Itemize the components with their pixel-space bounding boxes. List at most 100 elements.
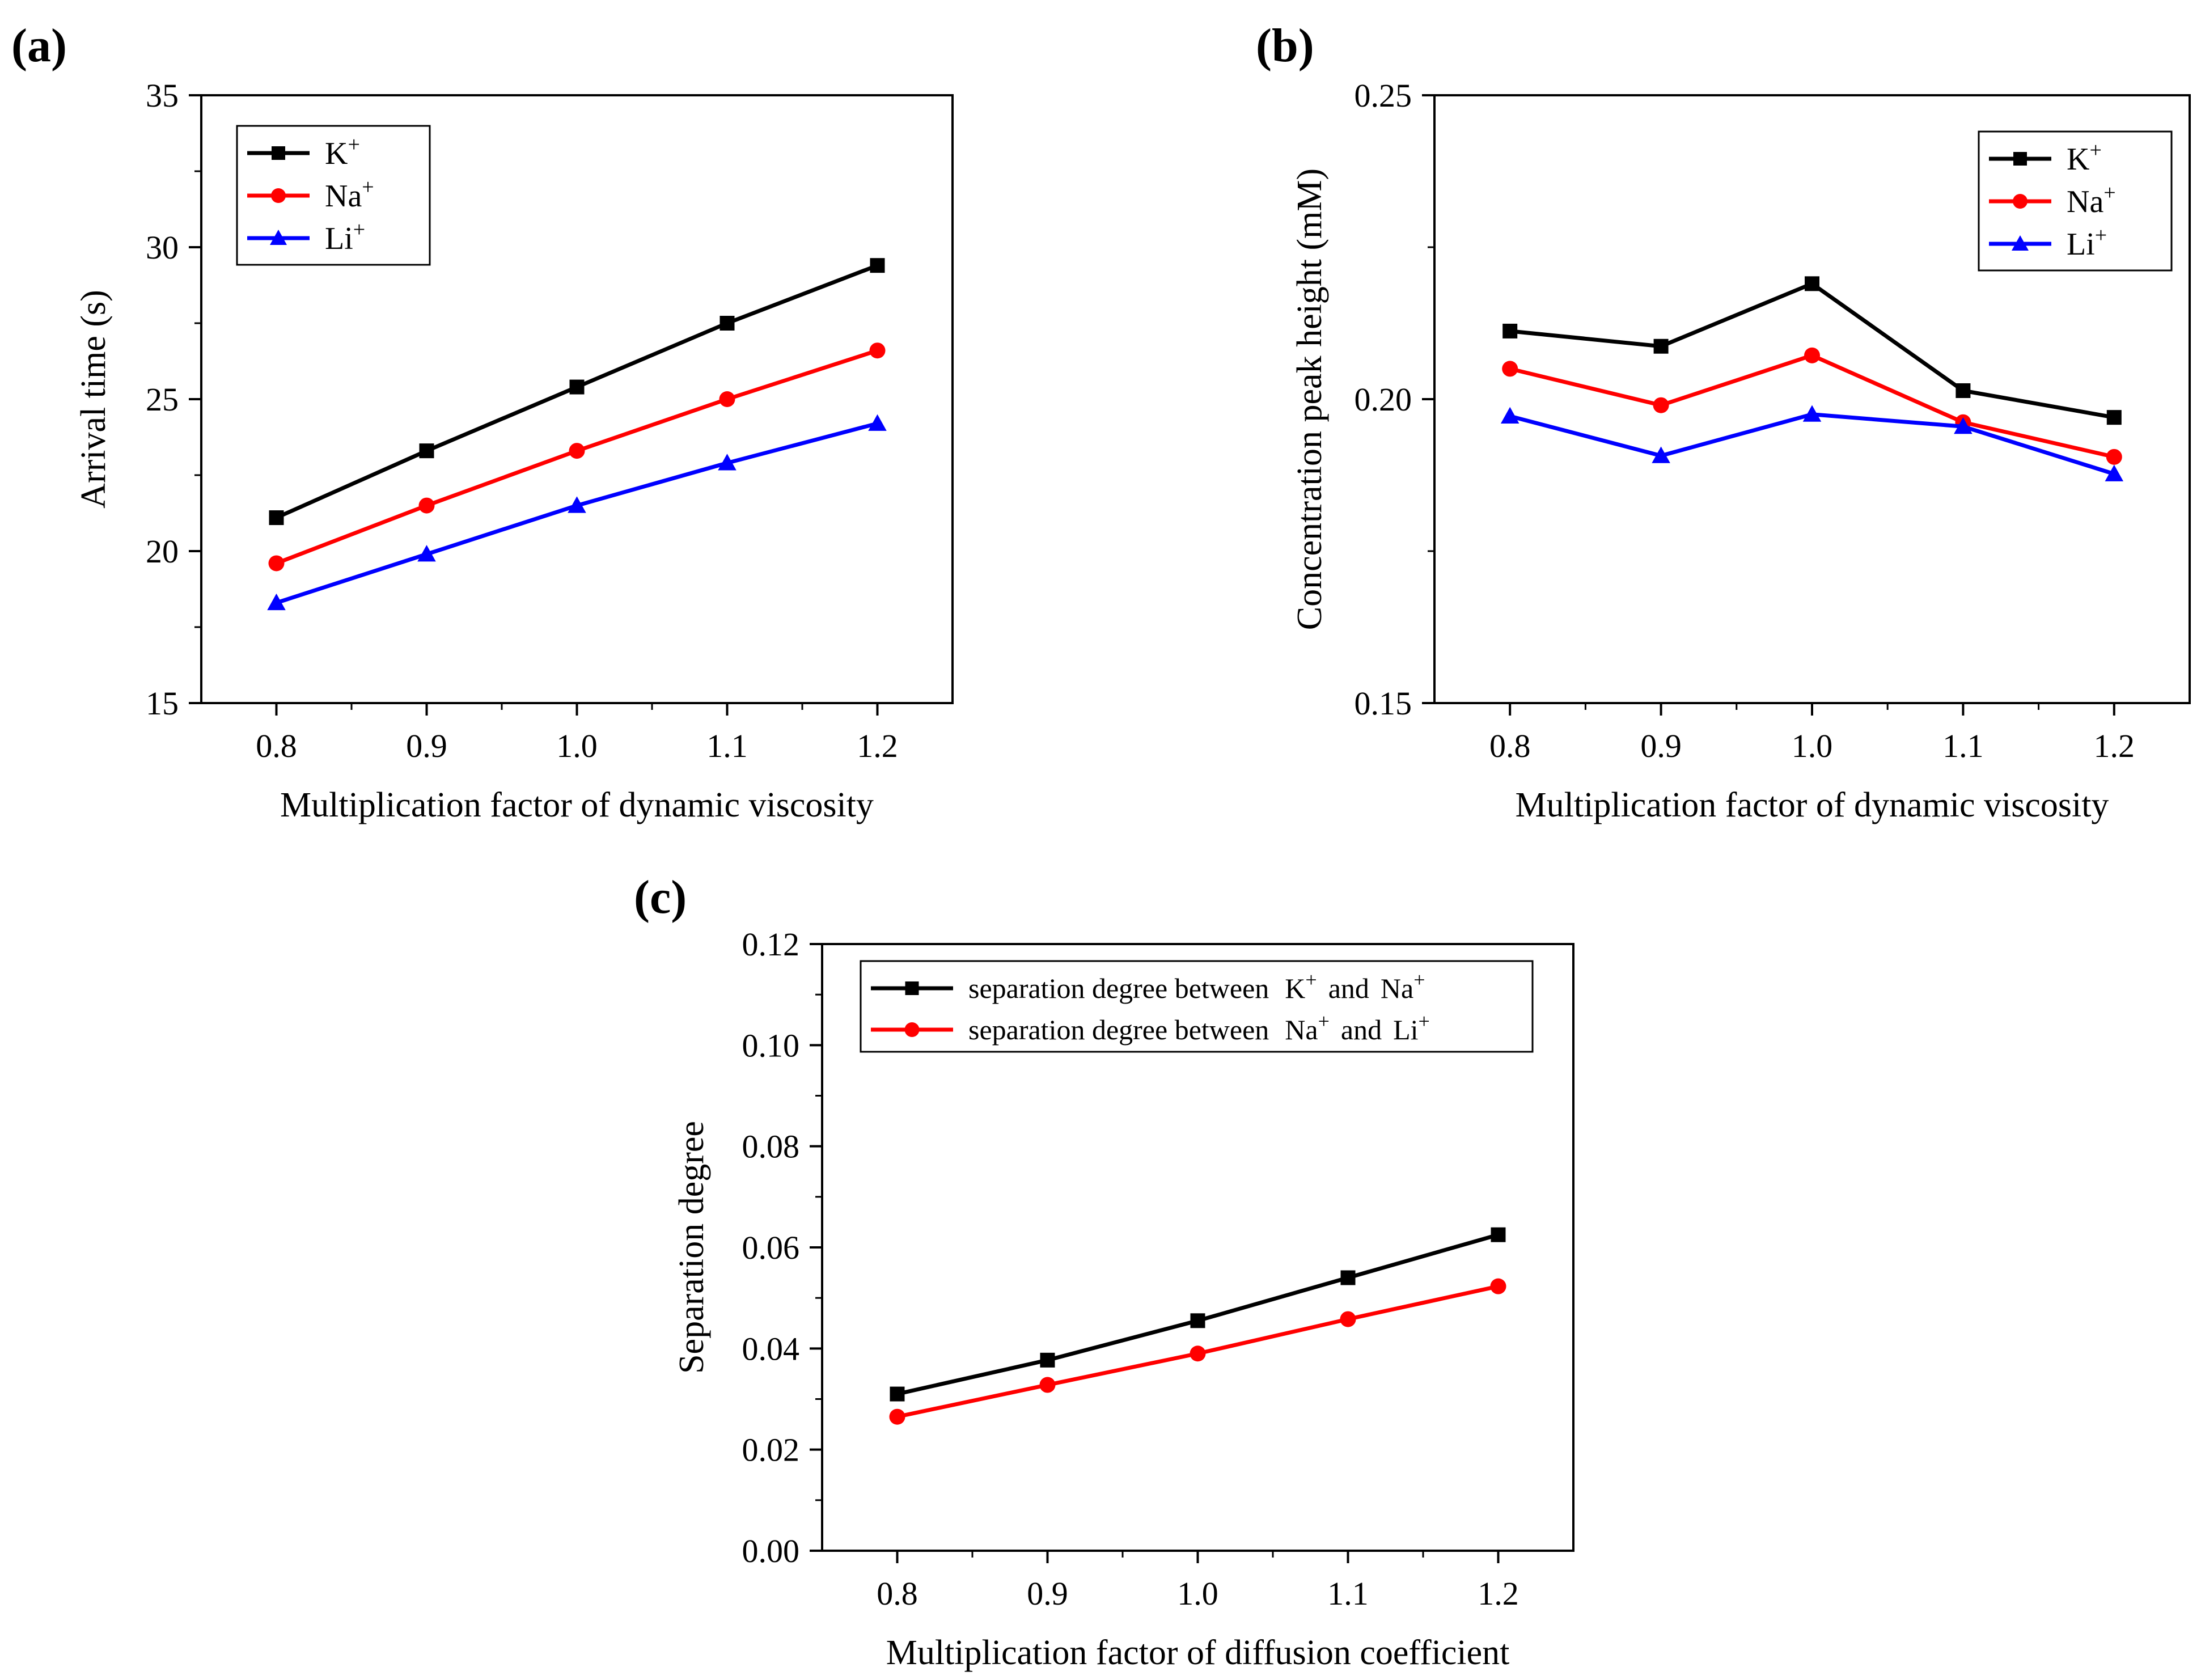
x-tick-label: 1.2 bbox=[1478, 1575, 1519, 1612]
legend-label: separation degree between Na+ and Li+ bbox=[968, 1010, 1430, 1046]
y-tick-label: 0.04 bbox=[742, 1330, 800, 1367]
legend-box bbox=[236, 125, 431, 266]
x-tick-label: 1.0 bbox=[1177, 1575, 1218, 1612]
x-tick-label: 0.8 bbox=[877, 1575, 918, 1612]
legend-entry: K+ bbox=[247, 133, 360, 171]
legend-box bbox=[860, 960, 1534, 1053]
y-tick-label: 25 bbox=[146, 381, 179, 418]
x-axis-ticks: 0.8 0.9 1.0 1.1 1.2 bbox=[1489, 703, 2135, 764]
x-tick-label: 1.2 bbox=[2094, 727, 2135, 764]
y-axis-title: Arrival time (s) bbox=[74, 290, 113, 509]
legend-entry: separation degree between Na+ and Li+ bbox=[871, 1010, 1430, 1046]
panel-letter: (a) bbox=[11, 19, 67, 72]
legend-entry: K+ bbox=[1989, 138, 2102, 177]
data-point bbox=[1653, 338, 1669, 354]
data-point bbox=[1491, 1227, 1506, 1242]
y-tick-label: 0.10 bbox=[742, 1027, 800, 1064]
legend: K+ Na+ Li+ bbox=[236, 125, 431, 266]
data-point bbox=[419, 443, 434, 459]
legend-label: K+ bbox=[325, 133, 360, 171]
y-tick-label: 0.25 bbox=[1355, 77, 1412, 114]
x-tick-label: 1.1 bbox=[706, 727, 748, 764]
series-0 bbox=[269, 258, 885, 526]
legend: K+ Na+ Li+ bbox=[1978, 130, 2173, 272]
x-tick-label: 0.9 bbox=[1640, 727, 1682, 764]
legend-entry: Na+ bbox=[247, 175, 374, 214]
data-point bbox=[719, 391, 735, 407]
data-point bbox=[418, 497, 435, 514]
legend-entry: Li+ bbox=[247, 218, 365, 256]
data-point bbox=[2106, 410, 2122, 425]
y-axis-title: Concentration peak height (mM) bbox=[1290, 168, 1329, 630]
data-point bbox=[1502, 361, 1518, 377]
data-point bbox=[2106, 448, 2122, 465]
legend-marker bbox=[2013, 194, 2028, 209]
data-point bbox=[1340, 1270, 1356, 1285]
legend: separation degree between K+ and Na+ separat… bbox=[860, 960, 1534, 1053]
legend-marker bbox=[272, 146, 285, 160]
data-point bbox=[1502, 323, 1518, 338]
x-tick-label: 0.9 bbox=[406, 727, 447, 764]
y-tick-label: 15 bbox=[146, 685, 179, 722]
data-point bbox=[1805, 276, 1819, 291]
legend-marker bbox=[904, 1022, 920, 1037]
data-point bbox=[1802, 405, 1822, 422]
y-tick-label: 30 bbox=[146, 229, 179, 266]
legend-label: Li+ bbox=[2067, 223, 2107, 262]
data-point bbox=[1190, 1345, 1206, 1362]
y-tick-label: 0.12 bbox=[742, 926, 800, 963]
series-2 bbox=[1500, 405, 2124, 481]
data-point bbox=[569, 443, 585, 459]
y-tick-label: 0.15 bbox=[1355, 685, 1412, 722]
y-axis-ticks: 0.15 0.20 0.25 bbox=[1355, 77, 1434, 722]
y-tick-label: 35 bbox=[146, 77, 179, 114]
data-point bbox=[1500, 407, 1519, 424]
data-point bbox=[870, 258, 885, 273]
data-point bbox=[2105, 464, 2124, 481]
legend-marker bbox=[2012, 235, 2029, 251]
series-2 bbox=[267, 414, 887, 611]
x-tick-label: 1.2 bbox=[857, 727, 898, 764]
y-tick-label: 0.08 bbox=[742, 1128, 800, 1165]
data-point bbox=[1955, 383, 1971, 398]
y-tick-label: 0.20 bbox=[1355, 381, 1412, 418]
legend-label: separation degree between K+ and Na+ bbox=[968, 968, 1425, 1004]
panel-letter: (c) bbox=[634, 871, 687, 924]
x-axis-title: Multiplication factor of diffusion coeff… bbox=[886, 1634, 1510, 1672]
y-axis-title: Separation degree bbox=[672, 1121, 711, 1374]
y-tick-label: 0.06 bbox=[742, 1229, 800, 1266]
data-point bbox=[1653, 397, 1669, 413]
x-tick-label: 1.1 bbox=[1942, 727, 1984, 764]
panel-letter: (b) bbox=[1256, 19, 1314, 72]
data-point bbox=[719, 316, 735, 331]
y-tick-label: 0.00 bbox=[742, 1533, 800, 1569]
x-axis-title: Multiplication factor of dynamic viscosi… bbox=[1516, 786, 2109, 824]
legend-entry: separation degree between K+ and Na+ bbox=[871, 968, 1425, 1004]
panel-b: (b) 0.8 0.9 1.0 1.1 1.2 0.15 0.20 0.25 Multiplica… bbox=[1256, 19, 2191, 824]
x-axis-ticks: 0.8 0.9 1.0 1.1 1.2 bbox=[256, 703, 898, 764]
data-point bbox=[1340, 1311, 1356, 1327]
x-axis-title: Multiplication factor of dynamic viscosi… bbox=[280, 786, 874, 824]
data-point bbox=[568, 496, 586, 513]
panel-c: (c)0.8 0.9 1.0 1.1 1.20.000.020.040.060.080.… bbox=[634, 871, 1574, 1672]
data-point bbox=[1040, 1352, 1055, 1368]
y-tick-label: 0.02 bbox=[742, 1432, 800, 1469]
data-point bbox=[417, 545, 436, 562]
series-1 bbox=[889, 1278, 1506, 1425]
data-point bbox=[718, 454, 737, 471]
x-tick-label: 1.0 bbox=[1792, 727, 1833, 764]
x-tick-label: 1.1 bbox=[1327, 1575, 1369, 1612]
x-tick-label: 1.0 bbox=[556, 727, 598, 764]
data-point bbox=[868, 414, 887, 431]
data-point bbox=[1490, 1278, 1506, 1294]
data-point bbox=[1652, 446, 1670, 463]
panel-a: (a) 0.8 0.9 1.0 1.1 1.2 15 20 25 30 35 Multiplicati… bbox=[11, 19, 954, 824]
data-point bbox=[269, 510, 284, 526]
x-axis-ticks: 0.8 0.9 1.0 1.1 1.2 bbox=[877, 1551, 1519, 1612]
series-line bbox=[1509, 412, 2115, 476]
legend-label: Li+ bbox=[325, 218, 365, 256]
legend-marker bbox=[271, 188, 286, 203]
legend-entry: Na+ bbox=[1989, 181, 2116, 219]
legend-label: K+ bbox=[2067, 138, 2102, 177]
